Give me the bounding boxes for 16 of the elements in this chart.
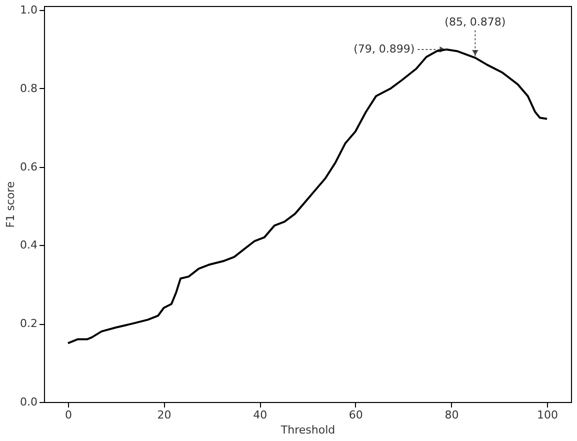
x-tick-label: 40 (253, 408, 268, 422)
y-tick-label: 0.6 (20, 160, 38, 174)
y-tick-label: 1.0 (20, 3, 38, 16)
annotation: (79, 0.899) (354, 42, 415, 56)
y-tick-label: 0.0 (20, 396, 38, 408)
x-tick-label: 80 (444, 408, 459, 422)
x-axis-title: Threshold (280, 424, 336, 436)
annotation: (85, 0.878) (444, 15, 506, 28)
y-tick-label: 0.4 (20, 238, 38, 252)
x-tick-label: 60 (348, 408, 363, 422)
x-tick-label: 0 (64, 408, 72, 422)
y-axis-title: F1 score (4, 181, 18, 228)
y-tick-label: 0.2 (20, 317, 38, 330)
y-tick-label: 0.8 (20, 82, 38, 95)
x-tick-label: 20 (157, 408, 172, 422)
x-tick-label: 100 (537, 408, 558, 422)
